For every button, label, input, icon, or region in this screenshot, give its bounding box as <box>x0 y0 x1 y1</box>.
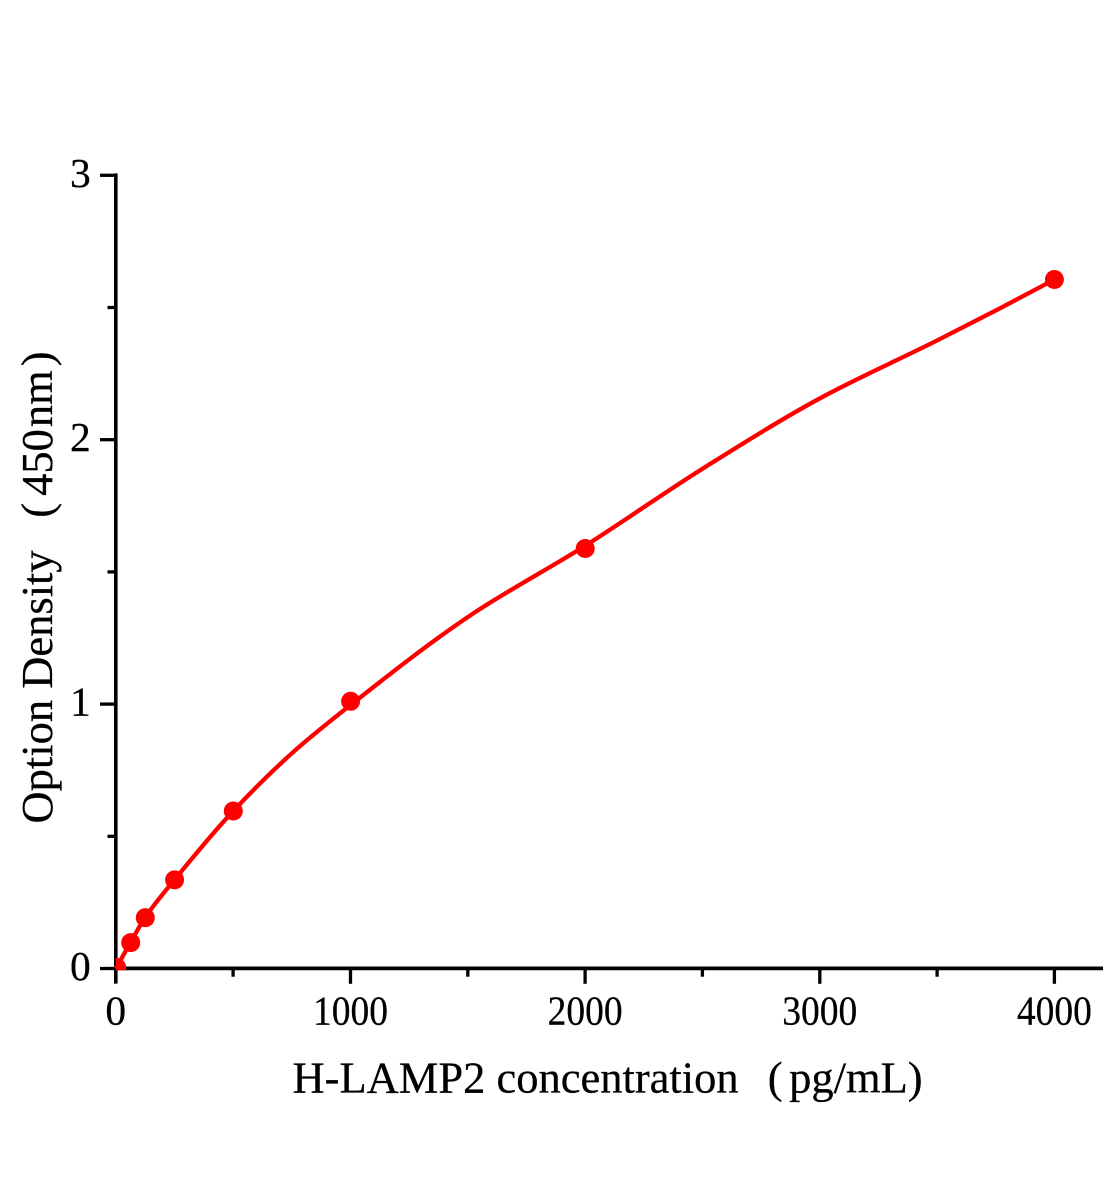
svg-text:1000: 1000 <box>313 988 388 1034</box>
svg-text:1: 1 <box>70 679 91 725</box>
svg-text:H-LAMP2 concentration (pg/mL): H-LAMP2 concentration (pg/mL) <box>293 1052 923 1102</box>
svg-text:3000: 3000 <box>782 988 857 1034</box>
svg-text:Option Density (450nm): Option Density (450nm) <box>12 351 62 823</box>
svg-text:0: 0 <box>70 943 91 989</box>
svg-text:4000: 4000 <box>1017 988 1092 1034</box>
svg-text:3: 3 <box>70 150 91 196</box>
svg-text:2000: 2000 <box>548 988 623 1034</box>
svg-text:2: 2 <box>70 414 91 460</box>
svg-text:0: 0 <box>105 988 126 1034</box>
